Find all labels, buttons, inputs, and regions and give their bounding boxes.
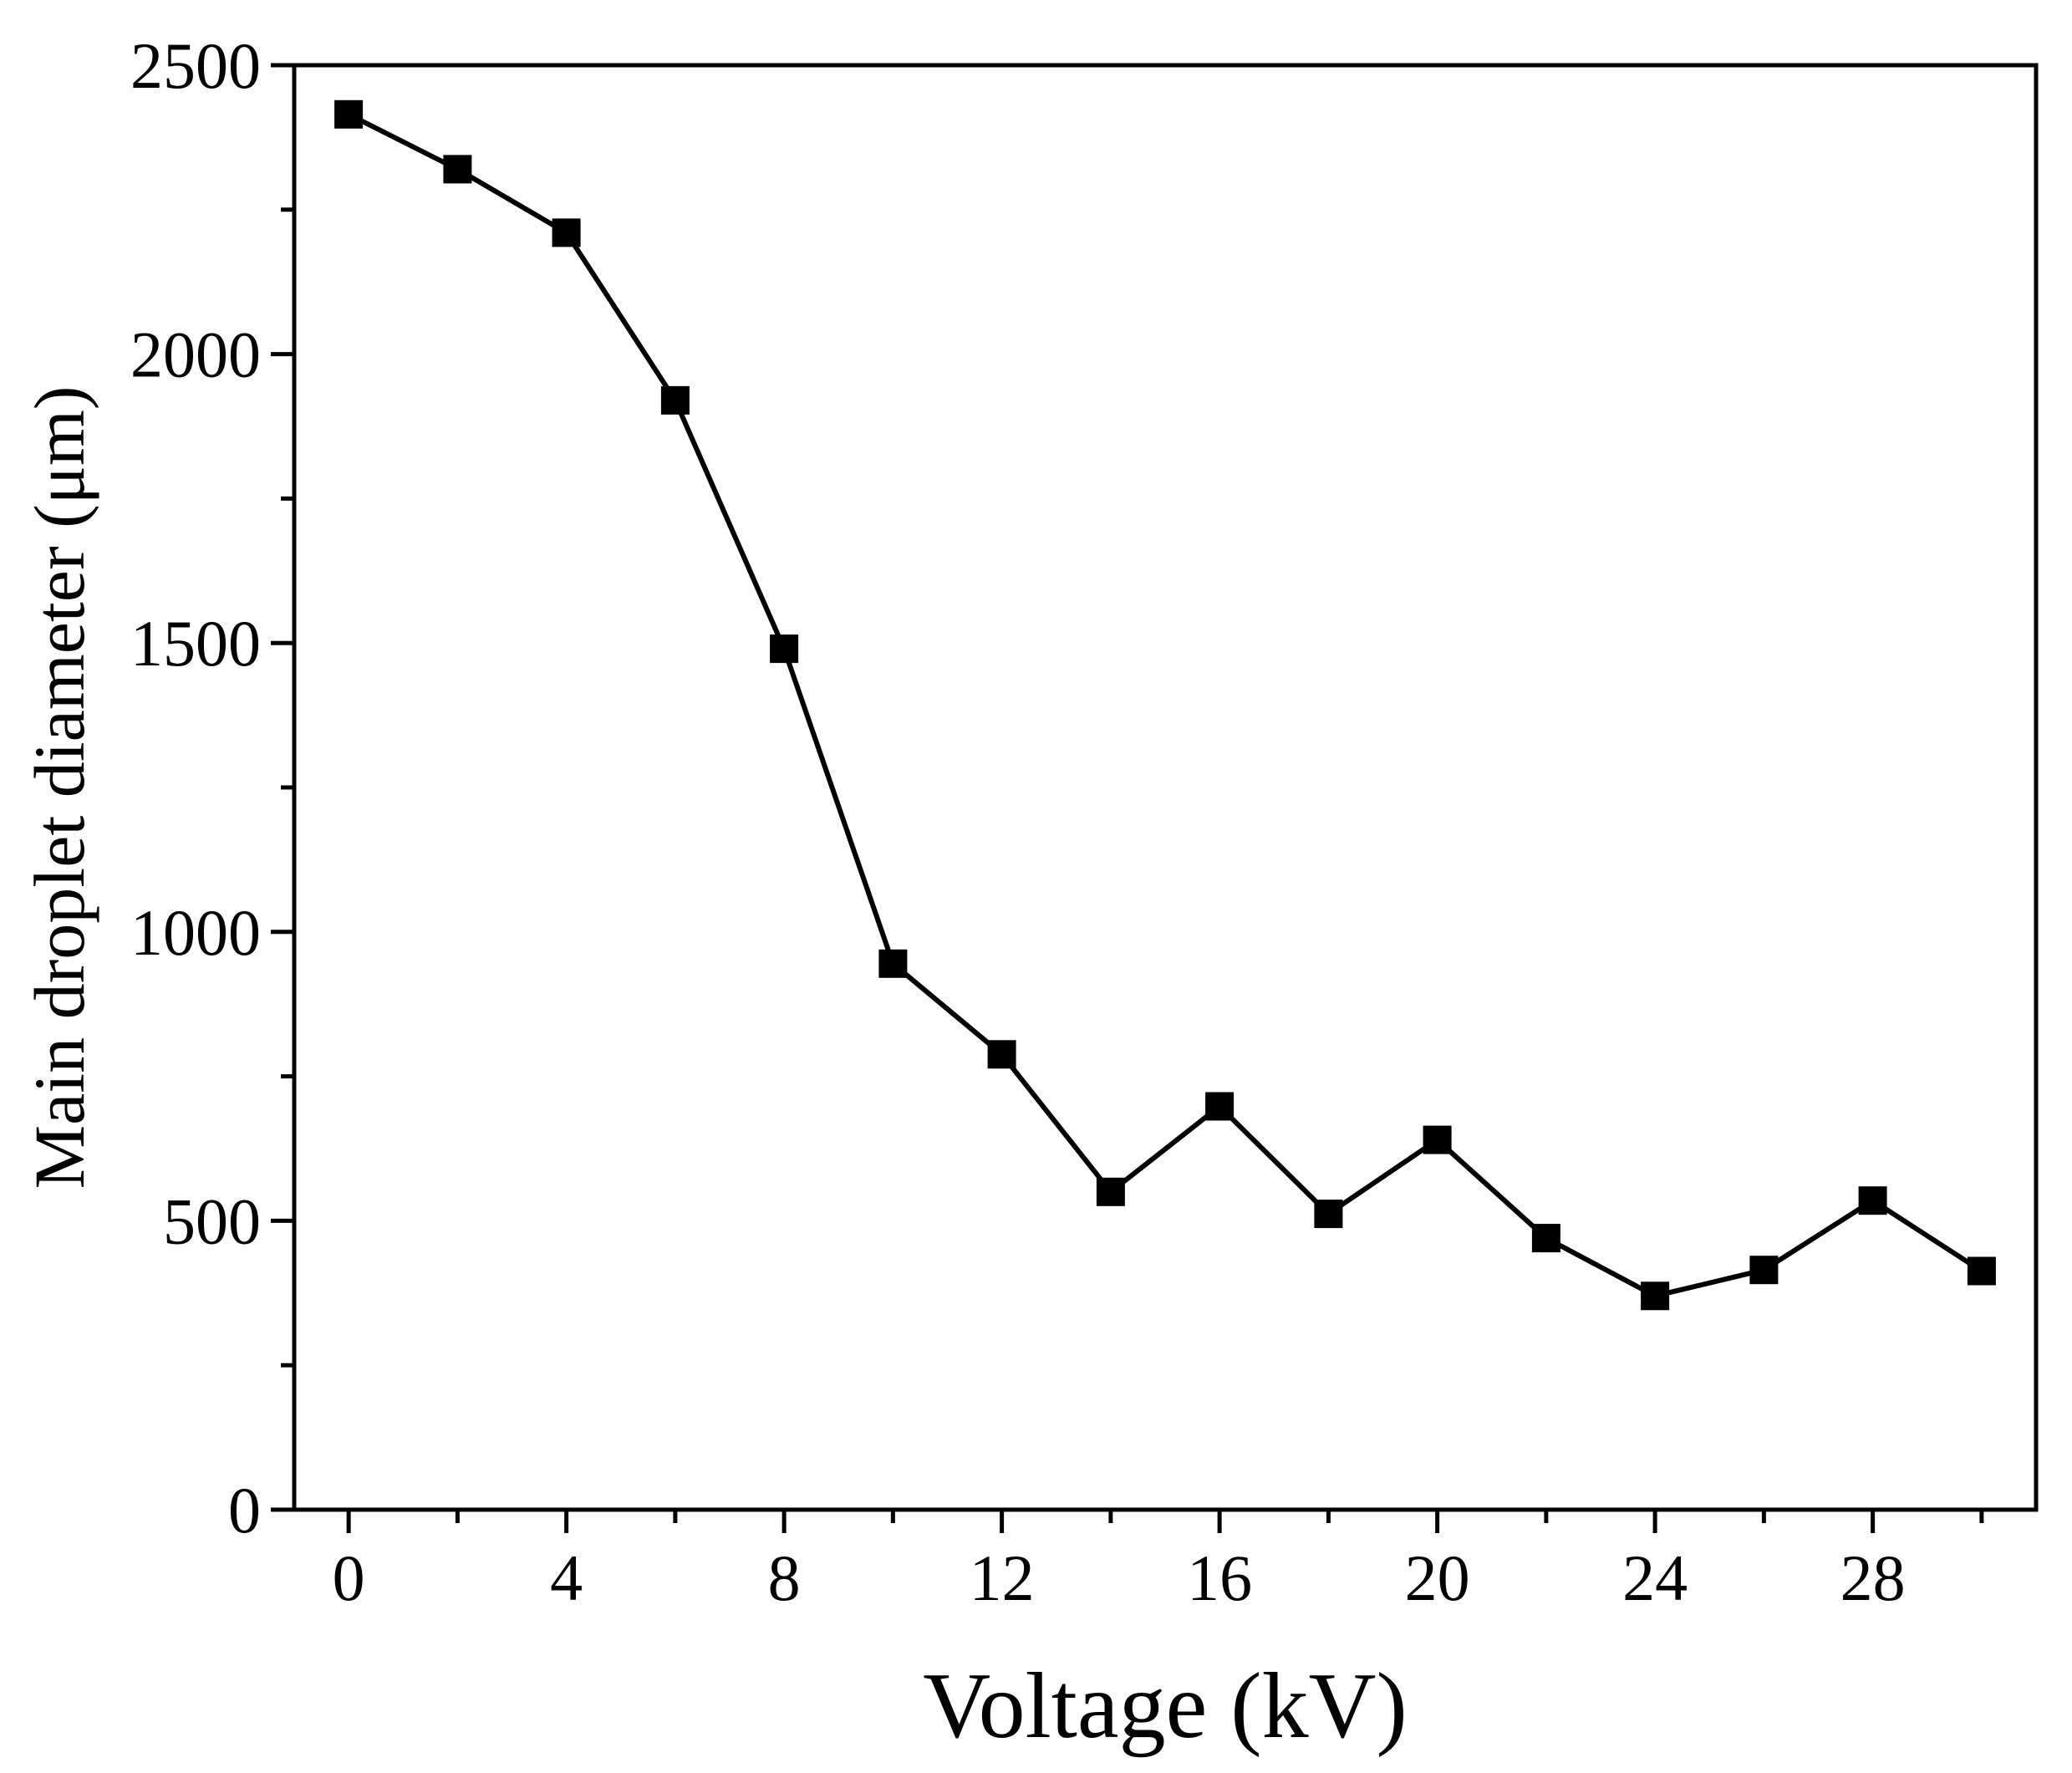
- data-markers: [334, 99, 1996, 1311]
- data-point: [1096, 1177, 1125, 1206]
- x-tick-label: 8: [768, 1541, 801, 1614]
- data-point: [1641, 1281, 1670, 1311]
- y-tick-label: 0: [228, 1474, 261, 1546]
- data-point: [443, 155, 472, 184]
- plot-frame: [292, 63, 2039, 1512]
- data-point: [1967, 1256, 1996, 1286]
- data-point: [1314, 1200, 1343, 1229]
- axis-ticks: [271, 63, 1984, 1533]
- data-point: [334, 99, 364, 129]
- x-tick-label: 16: [1187, 1541, 1252, 1614]
- x-tick-label: 0: [333, 1541, 365, 1614]
- data-point: [1205, 1092, 1235, 1121]
- x-tick-label: 12: [970, 1541, 1035, 1614]
- data-point: [1858, 1186, 1887, 1215]
- x-tick-label: 28: [1840, 1541, 1906, 1614]
- data-point: [1423, 1125, 1452, 1154]
- x-tick-label: 4: [550, 1541, 583, 1614]
- data-point: [770, 634, 799, 664]
- data-point: [552, 218, 581, 247]
- x-tick-label: 20: [1405, 1541, 1470, 1614]
- y-tick-label: 2000: [130, 318, 261, 391]
- y-axis-title: Main droplet diameter (μm): [19, 386, 99, 1190]
- y-tick-label: 1000: [130, 896, 261, 969]
- x-axis-title: Voltage (kV): [923, 1654, 1408, 1758]
- y-tick-label: 2500: [130, 29, 261, 102]
- data-point: [1531, 1224, 1560, 1253]
- x-tick-label: 24: [1622, 1541, 1688, 1614]
- data-point: [660, 385, 690, 415]
- series-line: [347, 112, 1983, 1299]
- data-point: [1749, 1256, 1779, 1285]
- y-tick-label: 500: [163, 1185, 261, 1257]
- axis-tick-labels: 0 4 8 12 16 20 24 28 0 500 1000 1500 2000 2500: [130, 29, 1906, 1614]
- data-point: [878, 949, 908, 978]
- data-point: [987, 1040, 1016, 1069]
- y-tick-label: 1500: [130, 607, 261, 680]
